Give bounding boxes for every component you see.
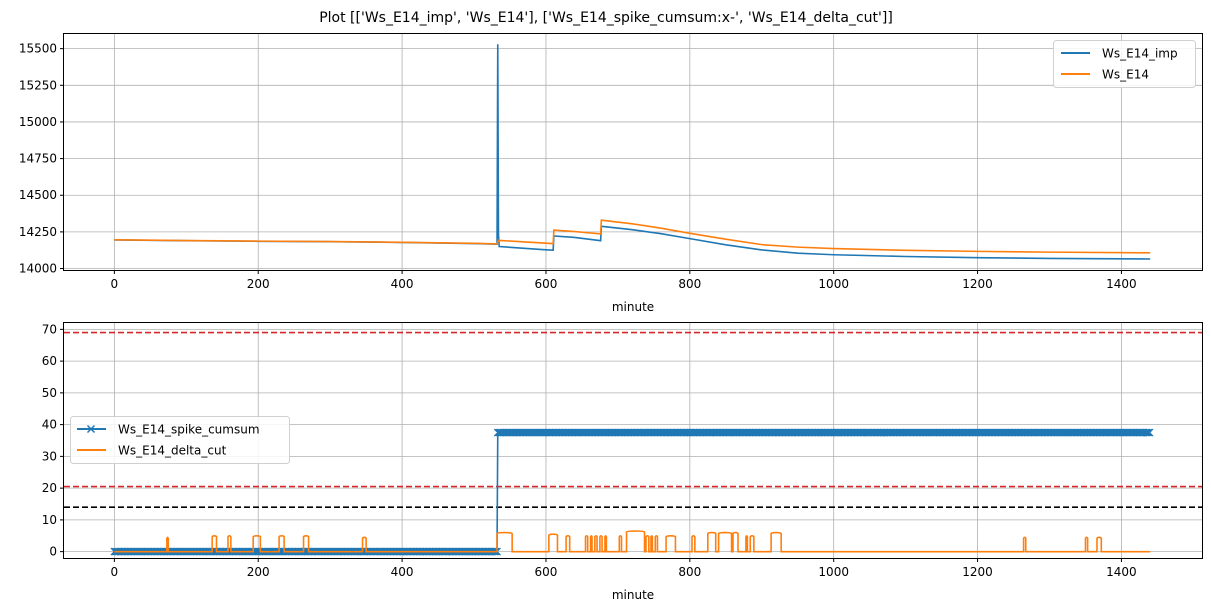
top-series — [114, 44, 1151, 260]
bottom-panel: 0 200 400 600 800 1000 1200 1400 0 10 20 30 40 50 60 70… — [42, 322, 1203, 602]
bottom-xlabel: minute — [612, 588, 654, 602]
top-ytick-label: 15500 — [19, 42, 57, 56]
bottom-xtick-label: 400 — [391, 565, 414, 579]
bottom-xtick-label: 1200 — [962, 565, 993, 579]
top-legend: Ws_E14_imp Ws_E14 — [1053, 40, 1196, 88]
bottom-ytick-label: 40 — [42, 418, 57, 432]
top-xtick-label: 800 — [678, 277, 701, 291]
top-xtick-label: 0 — [111, 277, 119, 291]
top-ytick-label: 14750 — [19, 152, 57, 166]
top-xtick-label: 1000 — [818, 277, 849, 291]
top-ticks: 0 200 400 600 800 1000 1200 1400 14000 14250 14500… — [19, 42, 1137, 291]
bottom-ytick-label: 50 — [42, 386, 57, 400]
top-plot-frame — [63, 33, 1203, 271]
bottom-xtick-label: 800 — [678, 565, 701, 579]
top-ytick-label: 15000 — [19, 115, 57, 129]
bottom-xtick-label: 200 — [247, 565, 270, 579]
top-panel: 0 200 400 600 800 1000 1200 1400 14000 14250 14500… — [19, 33, 1203, 314]
legend-marker-x — [86, 424, 96, 434]
top-ytick-label: 15250 — [19, 78, 57, 92]
bottom-reference-lines — [64, 331, 1202, 508]
bottom-ytick-label: 70 — [42, 322, 57, 336]
bottom-plot-frame — [63, 322, 1203, 559]
bottom-xtick-label: 1400 — [1106, 565, 1137, 579]
top-xtick-label: 200 — [247, 277, 270, 291]
top-ytick-label: 14500 — [19, 188, 57, 202]
bottom-legend-box — [70, 416, 290, 464]
bottom-ytick-label: 0 — [49, 545, 57, 559]
bottom-ytick-label: 10 — [42, 513, 57, 527]
series-line-ws-e14-delta-cut — [114, 530, 1151, 553]
series-line-ws-e14 — [114, 219, 1151, 254]
top-xtick-label: 1200 — [962, 277, 993, 291]
top-xlabel: minute — [612, 300, 654, 314]
top-xtick-label: 600 — [535, 277, 558, 291]
top-grid — [64, 34, 1202, 270]
legend-label-ws-e14: Ws_E14 — [1102, 68, 1149, 82]
bottom-series — [110, 428, 1154, 556]
bottom-xtick-label: 0 — [111, 565, 119, 579]
bottom-xtick-label: 600 — [535, 565, 558, 579]
legend-label-ws-e14-spike-cumsum: Ws_E14_spike_cumsum — [118, 423, 260, 437]
bottom-ytick-label: 60 — [42, 354, 57, 368]
figure-title: Plot [['Ws_E14_imp', 'Ws_E14'], ['Ws_E14… — [319, 10, 893, 26]
legend-label-ws-e14-delta-cut: Ws_E14_delta_cut — [118, 444, 227, 458]
top-ytick-label: 14250 — [19, 225, 57, 239]
legend-label-ws-e14-imp: Ws_E14_imp — [1102, 47, 1178, 61]
bottom-xtick-label: 1000 — [818, 565, 849, 579]
bottom-ticks: 0 200 400 600 800 1000 1200 1400 0 10 20 30 40 50 60 70 — [42, 322, 1137, 579]
top-xtick-label: 400 — [391, 277, 414, 291]
bottom-legend: Ws_E14_spike_cumsum Ws_E14_delta_cut — [70, 416, 290, 464]
bottom-ytick-label: 30 — [42, 449, 57, 463]
top-xtick-label: 1400 — [1106, 277, 1137, 291]
top-ytick-label: 14000 — [19, 262, 57, 276]
bottom-ytick-label: 20 — [42, 481, 57, 495]
